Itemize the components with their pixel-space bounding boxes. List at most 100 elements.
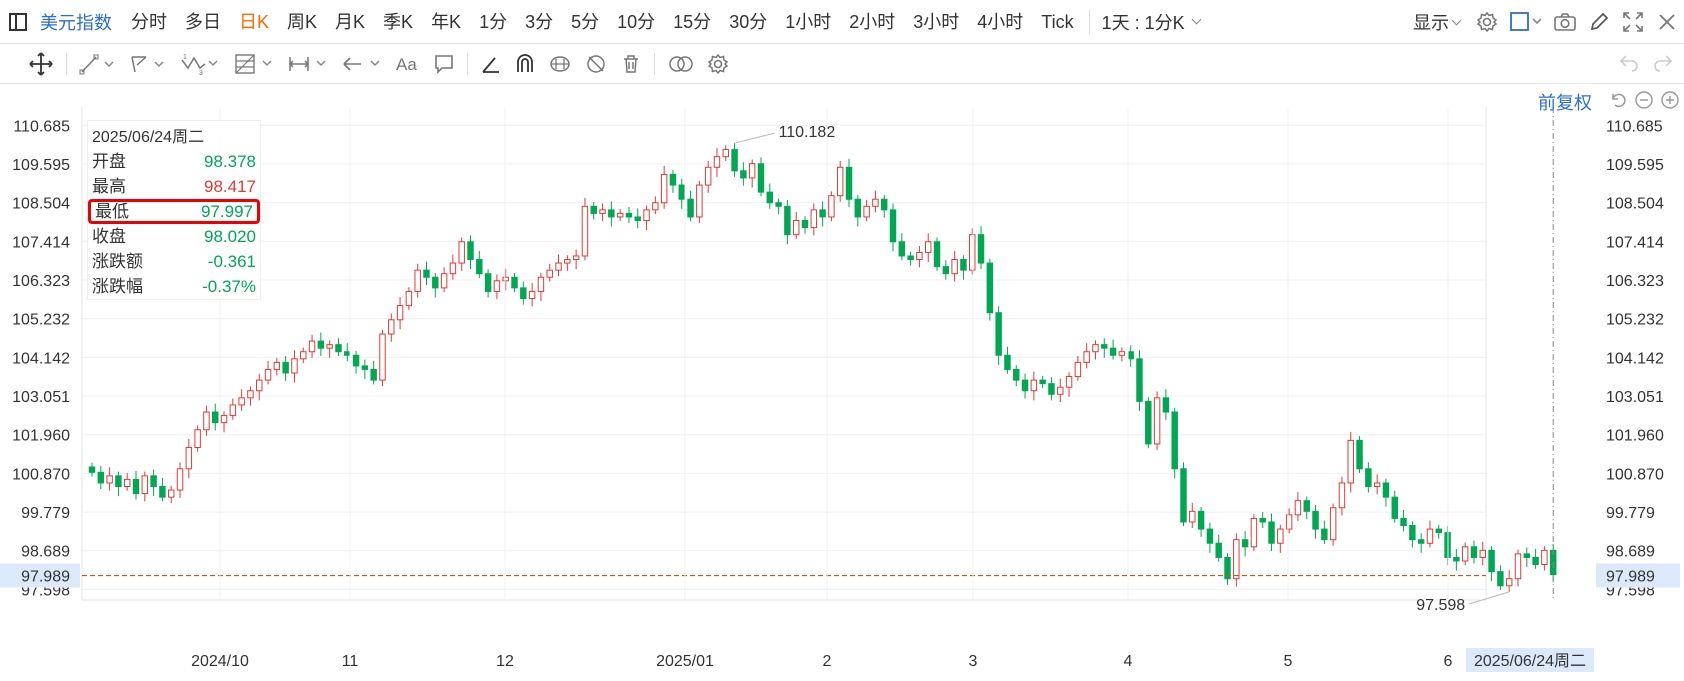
candle-down — [150, 475, 157, 488]
candle-down — [669, 173, 677, 186]
candle-up — [458, 241, 465, 264]
candle-down — [1488, 549, 1495, 573]
lock-draw-icon[interactable] — [542, 44, 578, 84]
pencil-icon[interactable] — [1582, 5, 1616, 39]
chart-area[interactable]: 110.685 110.685 109.595 109.595 108.504 108.5… — [0, 85, 1684, 681]
x-tick-label: 2025/01 — [656, 653, 714, 670]
candle-down — [757, 163, 765, 193]
trash-icon[interactable] — [614, 44, 648, 84]
period-tab[interactable]: 5分 — [571, 11, 600, 32]
period-tab[interactable]: 15分 — [673, 11, 712, 32]
redo-icon[interactable] — [1652, 51, 1674, 78]
info-row: 开盘 98.378 — [88, 149, 260, 174]
candle-up — [493, 280, 501, 292]
candle-up — [326, 344, 333, 349]
candle-up — [924, 241, 932, 253]
x-tick-label: 4 — [1124, 653, 1133, 670]
y-tick-left: 101.960 — [12, 428, 70, 445]
draw-settings-icon[interactable] — [701, 44, 735, 84]
period-tab[interactable]: 多日 — [185, 11, 221, 32]
period-tab[interactable]: 季K — [383, 11, 414, 32]
fullscreen-icon[interactable] — [1616, 5, 1650, 39]
camera-icon[interactable] — [1548, 5, 1582, 39]
period-tab[interactable]: 月K — [335, 11, 366, 32]
period-tab[interactable]: 日K — [239, 11, 270, 32]
info-label: 涨跌额 — [92, 252, 143, 271]
hide-drawings-icon[interactable] — [578, 44, 614, 84]
reset-icon[interactable] — [1608, 90, 1628, 115]
candle-up — [537, 276, 545, 292]
candle-up — [969, 234, 976, 271]
range-select-label: 1天 : 1分K — [1101, 12, 1185, 33]
comment-icon[interactable] — [427, 44, 461, 84]
candle-up — [1233, 539, 1240, 580]
cursor-date-label: 2025/06/24周二 — [1474, 653, 1586, 670]
period-tab[interactable]: 10分 — [617, 11, 656, 32]
candle-up — [572, 255, 580, 261]
candle-down — [687, 198, 694, 218]
candle-up — [440, 273, 448, 289]
period-tab[interactable]: 2小时 — [849, 11, 896, 32]
period-tab[interactable]: 1小时 — [785, 11, 832, 32]
candle-up — [405, 290, 413, 307]
candle-up — [388, 319, 395, 335]
move-cross-icon[interactable] — [22, 44, 60, 84]
y-tick-right: 107.414 — [1606, 234, 1664, 251]
draw-ruler-icon[interactable] — [474, 44, 508, 84]
candle-down — [933, 241, 941, 268]
period-tab[interactable]: Tick — [1041, 11, 1074, 32]
candle-up — [951, 259, 958, 275]
settings-gear-icon[interactable] — [1470, 5, 1504, 39]
layout-square-icon[interactable] — [1504, 5, 1548, 39]
candle-up — [264, 368, 272, 381]
display-label: 显示 — [1413, 13, 1449, 33]
channel-line-icon[interactable] — [123, 44, 173, 84]
range-select[interactable]: 1天 : 1分K — [1096, 9, 1206, 35]
top-right-tools: 显示 — [1403, 0, 1684, 44]
undo-icon[interactable] — [1618, 51, 1640, 78]
period-tab[interactable]: 周K — [287, 11, 318, 32]
candle-down — [88, 466, 96, 473]
candle-down — [511, 276, 518, 289]
magnet-icon[interactable] — [508, 44, 542, 84]
candle-up — [581, 205, 589, 257]
trend-line-icon[interactable] — [73, 44, 123, 84]
fibonacci-icon[interactable] — [227, 44, 281, 84]
candle-up — [704, 166, 712, 186]
candle-down — [1162, 397, 1170, 413]
close-icon[interactable] — [1650, 5, 1684, 39]
svg-text:Aa: Aa — [396, 55, 417, 74]
candle-down — [1497, 571, 1504, 587]
candle-up — [1057, 386, 1064, 395]
candle-up — [308, 340, 316, 353]
zoom-out-icon[interactable] — [1634, 90, 1654, 115]
compare-circles-icon[interactable] — [661, 44, 701, 84]
period-tab[interactable]: 3小时 — [913, 11, 960, 32]
candle-down — [977, 234, 985, 264]
period-tab[interactable]: 年K — [431, 11, 462, 32]
candlestick-chart[interactable]: 110.685 110.685 109.595 109.595 108.504 108.5… — [0, 85, 1684, 681]
arrow-tool-icon[interactable] — [335, 44, 389, 84]
adjust-mode-button[interactable]: 前复权 — [1538, 93, 1592, 113]
measure-range-icon[interactable] — [281, 44, 335, 84]
zoom-in-icon[interactable] — [1660, 90, 1680, 115]
y-tick-right: 108.504 — [1606, 196, 1664, 213]
text-tool-icon[interactable]: Aa — [389, 44, 427, 84]
sidebar-toggle-icon[interactable] — [0, 0, 36, 44]
period-tab[interactable]: 30分 — [729, 11, 768, 32]
info-value: 97.997 — [201, 202, 253, 221]
period-tab[interactable]: 4小时 — [977, 11, 1024, 32]
candle-up — [696, 184, 703, 218]
candle-down — [854, 198, 862, 218]
period-tab[interactable]: 分时 — [131, 11, 167, 32]
candle-down — [1409, 525, 1416, 541]
chevron-down-icon — [1191, 14, 1202, 25]
symbol-name[interactable]: 美元指数 — [40, 12, 112, 33]
candle-down — [432, 276, 439, 289]
period-tab[interactable]: 1分 — [479, 11, 508, 32]
candle-up — [836, 166, 844, 197]
display-dropdown[interactable]: 显示 — [1403, 9, 1470, 35]
period-tab[interactable]: 3分 — [525, 11, 554, 32]
y-tick-left: 98.689 — [21, 544, 70, 561]
